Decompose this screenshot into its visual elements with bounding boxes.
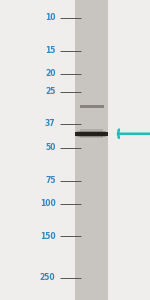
Text: 10: 10 [45, 14, 56, 22]
Text: 37: 37 [45, 119, 56, 128]
Bar [75, 132, 108, 136]
Text: 250: 250 [40, 273, 56, 282]
Bar [80, 105, 103, 108]
Text: 50: 50 [45, 143, 56, 152]
Bar [75, 132, 108, 136]
Bar [75, 0, 108, 300]
Text: 25: 25 [45, 87, 56, 96]
Text: 150: 150 [40, 232, 56, 241]
Text: 15: 15 [45, 46, 56, 55]
Bar [77, 130, 106, 137]
Text: 75: 75 [45, 176, 56, 185]
Text: 100: 100 [40, 199, 56, 208]
Text: 20: 20 [45, 69, 56, 78]
Bar [80, 130, 103, 138]
